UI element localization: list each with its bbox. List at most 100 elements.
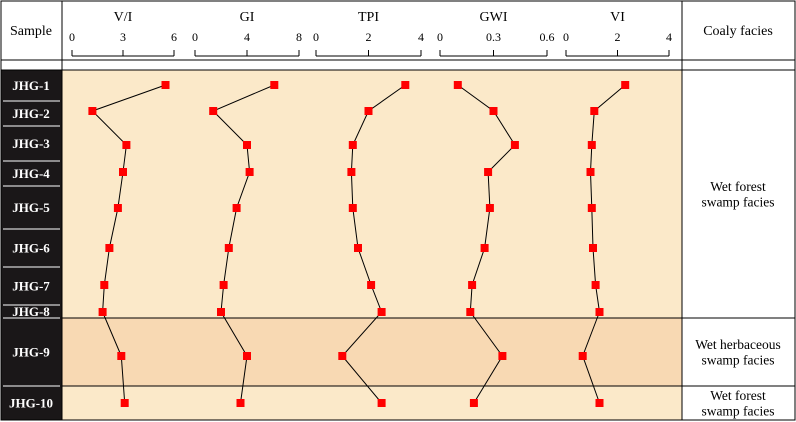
- axis-title-gwi: GWI: [480, 10, 508, 25]
- point-vi-jhg-8: [595, 308, 604, 316]
- tick-label-v-i-1: 3: [120, 30, 126, 44]
- tick-label-tpi-0: 0: [313, 30, 319, 44]
- facies-band-2: [62, 318, 682, 386]
- sample-label-jhg-8: JHG-8: [12, 304, 50, 319]
- point-tpi-jhg-3: [348, 141, 357, 149]
- point-gi-jhg-6: [224, 244, 233, 252]
- series-line-vi: [582, 84, 626, 404]
- axis-title-tpi: TPI: [358, 10, 379, 25]
- point-v-i-jhg-4: [119, 168, 127, 176]
- tick-label-gi-0: 0: [192, 30, 198, 44]
- point-vi-jhg-5: [587, 204, 596, 212]
- sample-label-jhg-9: JHG-9: [12, 345, 50, 360]
- point-tpi-jhg-9: [338, 352, 347, 360]
- sample-label-jhg-3: JHG-3: [12, 136, 50, 151]
- point-gi-jhg-5: [232, 204, 241, 212]
- sample-column-fill: [1, 70, 62, 420]
- facies-label-1-line-2: swamp facies: [701, 194, 774, 209]
- sample-column: JHG-1 JHG-2 JHG-3 JHG-4 JHG-5 JHG-6 JHG-7 JHG-8…: [1, 70, 62, 420]
- point-tpi-jhg-5: [348, 204, 357, 212]
- tick-label-gwi-0: 0: [437, 30, 443, 44]
- point-gi-jhg-4: [245, 168, 254, 176]
- facies-label-2-line-2: swamp facies: [701, 352, 774, 367]
- tick-label-gi-2: 8: [296, 30, 302, 44]
- tick-label-gwi-1: 0.3: [486, 30, 501, 44]
- tick-label-tpi-2: 4: [418, 30, 424, 44]
- point-vi-jhg-3: [587, 141, 596, 149]
- header-row: Sample Coaly facies: [10, 24, 773, 39]
- point-tpi-jhg-6: [354, 244, 362, 252]
- tick-label-v-i-0: 0: [69, 30, 75, 44]
- point-v-i-jhg-6: [105, 244, 114, 252]
- point-tpi-jhg-2: [364, 107, 373, 115]
- point-tpi-jhg-7: [367, 281, 376, 289]
- point-gi-jhg-1: [270, 81, 279, 89]
- point-gi-jhg-10: [236, 399, 245, 407]
- axis-title-vi: VI: [610, 10, 625, 25]
- point-gwi-jhg-8: [466, 308, 475, 316]
- point-gwi-jhg-4: [484, 168, 493, 176]
- tick-label-tpi-1: 2: [366, 30, 372, 44]
- point-v-i-jhg-3: [122, 141, 131, 149]
- point-vi-jhg-9: [578, 352, 587, 360]
- point-gwi-jhg-9: [498, 352, 507, 360]
- facies-label-1-line-1: Wet forest: [710, 179, 766, 194]
- point-gi-jhg-3: [243, 141, 251, 149]
- sample-label-jhg-4: JHG-4: [12, 166, 50, 181]
- point-v-i-jhg-8: [98, 308, 107, 316]
- point-gwi-jhg-7: [468, 281, 477, 289]
- series-line-gwi: [457, 84, 516, 404]
- tick-label-vi-1: 2: [615, 30, 621, 44]
- tick-label-gwi-2: 0.6: [540, 30, 555, 44]
- series-line-v-i: [91, 84, 166, 404]
- point-v-i-jhg-7: [100, 281, 109, 289]
- axis-title-gi: GI: [240, 10, 255, 25]
- sample-label-jhg-10: JHG-10: [9, 396, 53, 411]
- point-vi-jhg-1: [621, 81, 630, 89]
- facies-label-3-line-1: Wet forest: [710, 388, 766, 403]
- point-vi-jhg-2: [590, 107, 599, 115]
- point-gi-jhg-9: [243, 352, 251, 360]
- point-tpi-jhg-8: [377, 308, 386, 316]
- point-tpi-jhg-1: [401, 81, 410, 89]
- tick-label-vi-2: 4: [666, 30, 672, 44]
- sample-label-jhg-2: JHG-2: [12, 106, 50, 121]
- facies-label-3-line-2: swamp facies: [701, 403, 774, 418]
- point-v-i-jhg-5: [113, 204, 122, 212]
- sample-label-jhg-6: JHG-6: [12, 241, 50, 256]
- sample-label-jhg-7: JHG-7: [12, 279, 50, 294]
- point-vi-jhg-10: [595, 399, 604, 407]
- point-v-i-jhg-2: [88, 107, 97, 115]
- point-v-i-jhg-1: [161, 81, 170, 89]
- series-line-gi: [212, 84, 275, 404]
- tick-label-v-i-2: 6: [171, 30, 177, 44]
- point-gwi-jhg-10: [469, 399, 478, 407]
- sample-header: Sample: [10, 24, 52, 39]
- point-gi-jhg-8: [217, 308, 225, 316]
- point-gwi-jhg-3: [510, 141, 519, 149]
- point-gwi-jhg-5: [485, 204, 494, 212]
- point-gwi-jhg-1: [453, 81, 462, 89]
- point-vi-jhg-6: [589, 244, 597, 252]
- series-profiles: [88, 81, 630, 407]
- point-gwi-jhg-2: [489, 107, 498, 115]
- point-tpi-jhg-4: [347, 168, 356, 176]
- point-vi-jhg-4: [586, 168, 595, 176]
- tick-label-gi-1: 4: [244, 30, 250, 44]
- facies-label-2-line-1: Wet herbaceous: [695, 337, 781, 352]
- series-line-tpi: [341, 84, 406, 404]
- point-gi-jhg-2: [209, 107, 218, 115]
- facies-header: Coaly facies: [703, 24, 773, 39]
- sample-label-jhg-1: JHG-1: [12, 78, 50, 93]
- point-v-i-jhg-10: [120, 399, 129, 407]
- point-gwi-jhg-6: [480, 244, 489, 252]
- axis-title-v-i: V/I: [114, 10, 133, 25]
- tick-label-vi-0: 0: [563, 30, 569, 44]
- point-tpi-jhg-10: [377, 399, 386, 407]
- point-gi-jhg-7: [219, 281, 228, 289]
